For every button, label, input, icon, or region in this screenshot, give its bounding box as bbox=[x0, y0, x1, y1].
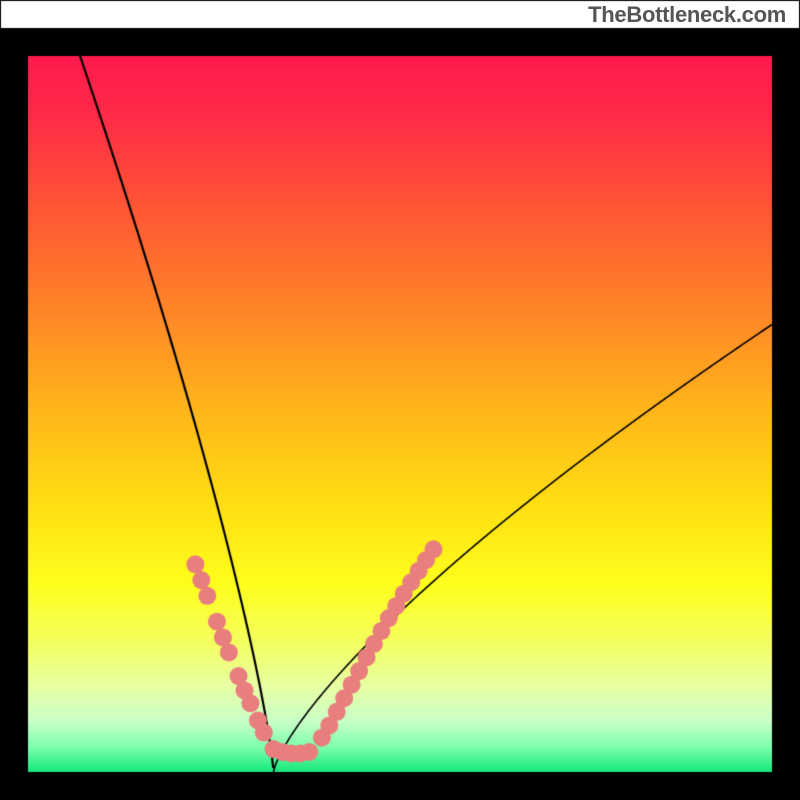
bottleneck-chart bbox=[0, 0, 800, 800]
watermark-text: TheBottleneck.com bbox=[588, 2, 786, 28]
